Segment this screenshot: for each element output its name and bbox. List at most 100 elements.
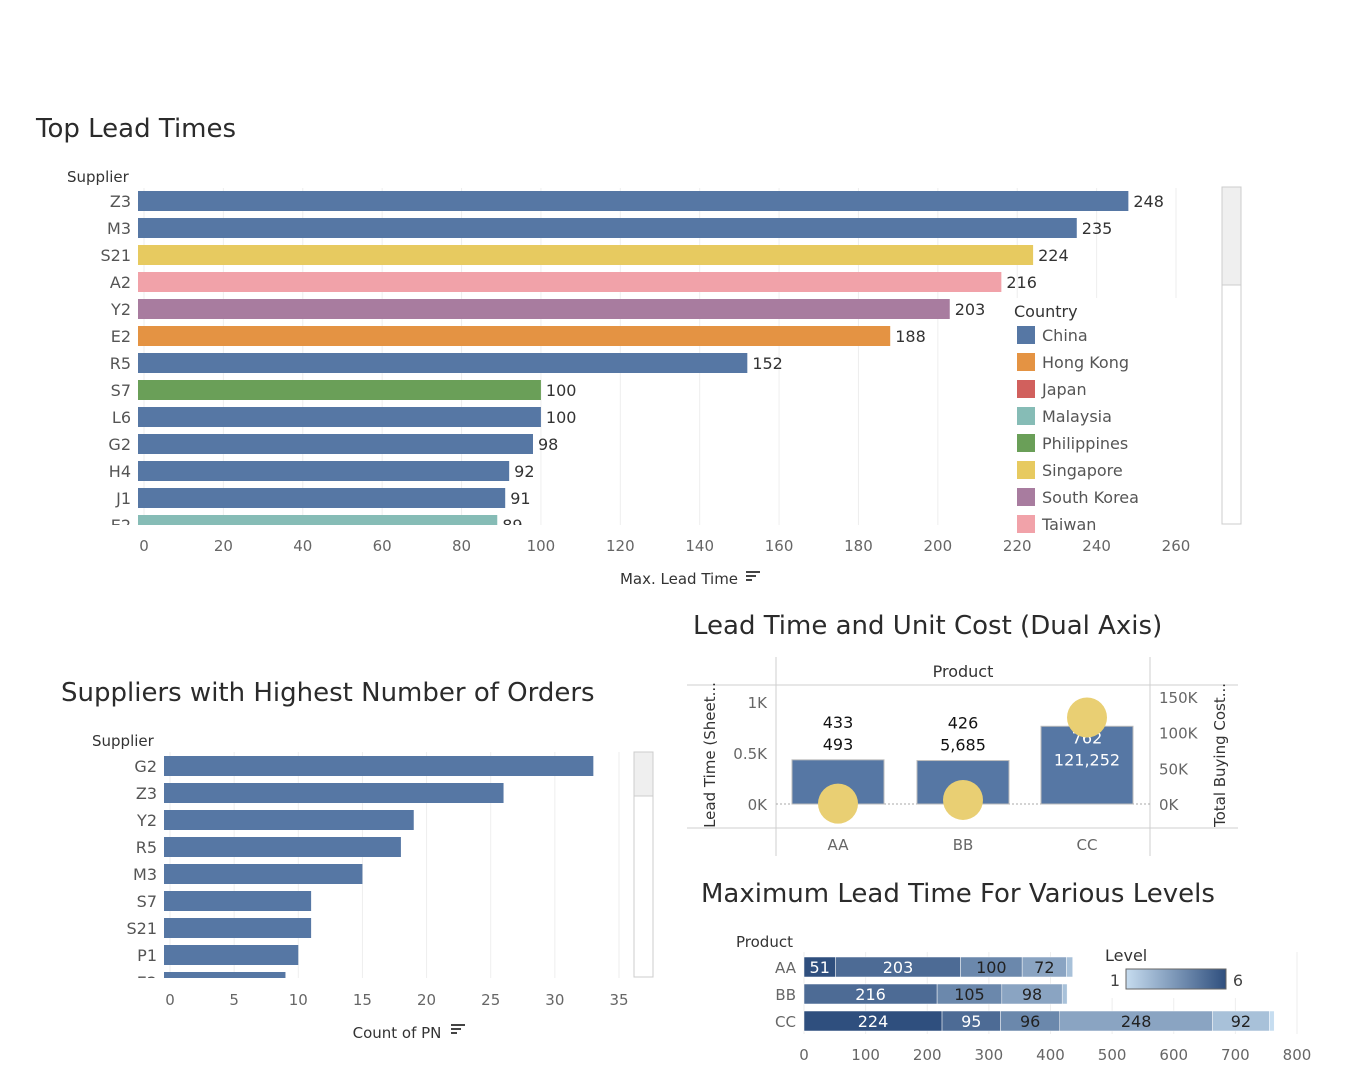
bar-r5-6[interactable] [138,353,748,373]
x-tick-label: 300 [975,1046,1004,1064]
segment-label: 248 [1121,1012,1152,1031]
levels-chart-title: Maximum Lead Time For Various Levels [701,879,1215,909]
value-label: 92 [514,462,534,481]
bar-s7-7[interactable] [138,380,541,400]
legend-swatch[interactable] [1017,353,1035,371]
category-label: A2 [110,273,131,292]
sort-icon[interactable] [746,571,760,581]
scrollbar-thumb[interactable] [633,751,654,797]
segment-cc-5[interactable] [1269,1010,1275,1032]
segment-bb-3[interactable] [1061,983,1068,1005]
segment-label: 216 [855,985,886,1004]
x-tick-label: 200 [913,1046,942,1064]
bar-s21-6[interactable] [164,918,312,938]
left-tick-label: 1K [748,694,769,712]
x-tick-label: 0 [165,991,175,1009]
legend-swatch[interactable] [1017,488,1035,506]
circle-cc[interactable] [1067,697,1107,738]
left-axis-title: Lead Time (Sheet... [701,682,719,828]
bar-a2-3[interactable] [138,272,1002,292]
category-label: J1 [115,489,131,508]
x-tick-label: 500 [1098,1046,1127,1064]
segment-label: 100 [976,958,1007,977]
bar-r5-3[interactable] [164,837,401,857]
category-label: BB [953,836,974,854]
category-label: S7 [111,381,131,400]
right-tick-label: 100K [1159,725,1199,743]
bar-j1-11[interactable] [138,488,506,508]
scrollbar-thumb[interactable] [1221,186,1242,286]
orders-bars: G2 Z3 Y2 R5 M3 S7 S21 P1 E2 [126,756,594,992]
category-label: BB [775,986,796,1004]
right-tick-label: 50K [1159,760,1189,778]
x-tick-label: 0 [799,1046,809,1064]
category-label: AA [775,959,797,977]
x-tick-label: 40 [293,537,312,555]
legend-gradient [1125,968,1227,990]
x-tick-label: 100 [527,537,556,555]
bar-e2-12[interactable] [138,515,498,535]
segment-label: 203 [883,958,914,977]
value-label: 235 [1082,219,1113,238]
circle-bb[interactable] [943,779,983,820]
top-lead-times-title: Top Lead Times [36,114,237,144]
bar-h4-10[interactable] [138,461,510,481]
label-buying-cost: 5,685 [940,736,986,755]
bar-z3-1[interactable] [164,783,504,803]
sort-icon[interactable] [451,1024,465,1034]
x-axis-title: Max. Lead Time [620,570,738,588]
left-tick-label: 0K [748,796,769,814]
top-lead-bars: Z3 248 M3 235 S21 224 A2 216 Y2 203 E2 188 R5 152 S7 10… [100,191,1164,535]
segment-label: 92 [1231,1012,1251,1031]
legend-swatch[interactable] [1017,461,1035,479]
bar-s7-5[interactable] [164,891,312,911]
bar-y2-4[interactable] [138,299,950,319]
x-tick-label: 60 [373,537,392,555]
y-axis-title: Supplier [67,168,130,186]
bar-g2-0[interactable] [164,756,594,776]
x-tick-label: 15 [353,991,372,1009]
value-label: 98 [538,435,558,454]
y-axis-title: Supplier [92,732,155,750]
x-tick-label: 240 [1082,537,1111,555]
bar-z3-0[interactable] [138,191,1129,211]
category-label: R5 [110,354,131,373]
legend-swatch[interactable] [1017,380,1035,398]
value-label: 100 [546,381,577,400]
bar-e2-5[interactable] [138,326,891,346]
bar-g2-9[interactable] [138,434,533,454]
legend-swatch[interactable] [1017,326,1035,344]
country-legend: Country China Hong Kong Japan Malaysia Philip… [1008,298,1216,534]
bar-e2-8[interactable] [164,972,286,992]
right-tick-label: 0K [1159,796,1180,814]
bar-l6-8[interactable] [138,407,541,427]
x-tick-label: 180 [844,537,873,555]
label-lead-time: 433 [823,713,854,732]
legend-label: Japan [1041,380,1087,399]
right-axis-title: Total Buying Cost... [1211,683,1229,828]
value-label: 248 [1133,192,1164,211]
bar-m3-4[interactable] [164,864,363,884]
legend-swatch[interactable] [1017,407,1035,425]
label-buying-cost: 121,252 [1054,750,1120,769]
segment-aa-4[interactable] [1066,956,1073,978]
legend-swatch[interactable] [1017,515,1035,533]
category-label: S21 [126,919,157,938]
x-tick-label: 600 [1159,1046,1188,1064]
value-label: 203 [955,300,986,319]
bar-s21-2[interactable] [138,245,1034,265]
category-label: S7 [137,892,157,911]
x-tick-label: 10 [289,991,308,1009]
legend-label: Singapore [1042,461,1123,480]
bar-m3-1[interactable] [138,218,1077,238]
bar-y2-2[interactable] [164,810,414,830]
bar-p1-7[interactable] [164,945,299,965]
x-tick-label: 20 [417,991,436,1009]
legend-title: Country [1014,302,1078,321]
level-legend: Level 1 6 [1100,944,1252,998]
x-tick-label: 200 [924,537,953,555]
dual-axis-title: Lead Time and Unit Cost (Dual Axis) [693,611,1163,641]
circle-aa[interactable] [818,783,858,824]
legend-swatch[interactable] [1017,434,1035,452]
category-label: R5 [136,838,157,857]
